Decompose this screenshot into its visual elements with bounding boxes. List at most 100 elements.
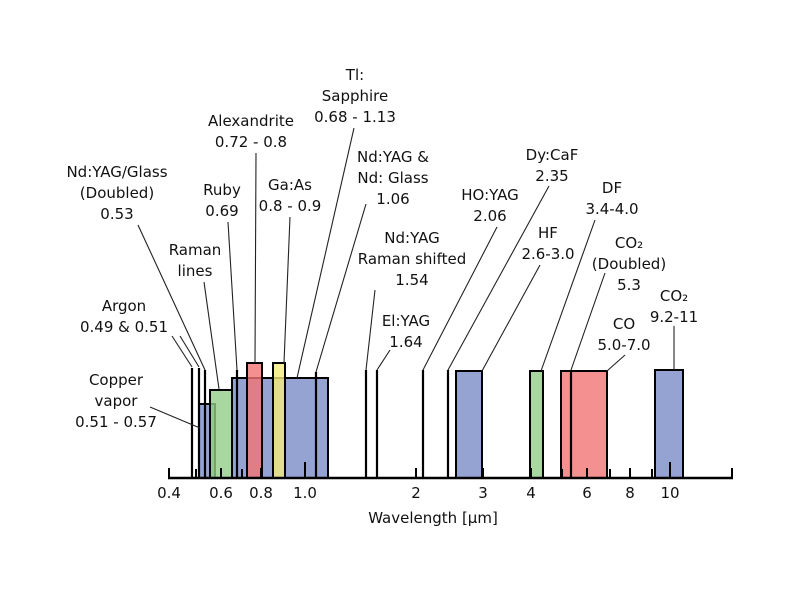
- laser-label-line: HF: [538, 224, 558, 242]
- laser-label: Nd:YAG/Glass (Doubled) 0.53: [66, 163, 167, 223]
- laser-label: Copper vapor 0.51 - 0.57: [75, 371, 157, 431]
- leader-line: [171, 335, 193, 368]
- bars-layer: [198, 362, 684, 479]
- leader-line: [283, 216, 291, 364]
- laser-label-line: Nd: Glass: [357, 169, 428, 187]
- laser-label-line: 0.53: [100, 205, 133, 223]
- laser-label-line: 0.49 & 0.51: [80, 318, 168, 336]
- leader-line: [137, 224, 206, 371]
- leader-line: [296, 127, 355, 379]
- laser-label-line: Dy:CaF: [526, 146, 579, 164]
- laser-label: Nd:YAG Raman shifted 1.54: [358, 229, 467, 289]
- laser-label-line: (Doubled): [592, 255, 666, 273]
- laser-label-line: Ruby: [203, 181, 241, 199]
- laser-label-line: vapor: [95, 392, 139, 410]
- laser-label: CO₂ 9.2-11: [650, 287, 698, 326]
- labels-layer: Copper vapor 0.51 - 0.57 Argon 0.49 & 0.51 Nd…: [66, 66, 698, 431]
- laser-label: Raman lines: [169, 241, 222, 280]
- laser-label-line: 0.8 - 0.9: [259, 197, 322, 215]
- laser-label: HF 2.6-3.0: [521, 224, 574, 263]
- laser-label: HO:YAG 2.06: [461, 186, 519, 225]
- laser-label: Ruby 0.69: [203, 181, 241, 220]
- laser-label-line: Nd:YAG: [384, 229, 439, 247]
- tick-label: 1.0: [293, 484, 317, 502]
- laser-label-line: 1.54: [395, 271, 428, 289]
- laser-label-line: El:YAG: [382, 312, 430, 330]
- lines-layer: [190, 368, 573, 478]
- leader-line: [179, 335, 200, 368]
- tick-label: 10: [660, 484, 679, 502]
- laser-label-line: 2.06: [473, 207, 506, 225]
- laser-label-line: Ga:As: [268, 176, 312, 194]
- laser-label: CO 5.0-7.0: [597, 315, 650, 354]
- laser-label-line: CO: [613, 315, 635, 333]
- laser-label-line: Sapphire: [322, 87, 389, 105]
- laser-label-line: 1.64: [389, 333, 422, 351]
- laser-label-line: 0.68 - 1.13: [314, 108, 396, 126]
- laser-label-line: Nd:YAG &: [357, 148, 429, 166]
- tick-label: 6: [582, 484, 592, 502]
- laser-label: Alexandrite 0.72 - 0.8: [208, 112, 294, 151]
- laser-label-line: CO₂: [615, 234, 643, 252]
- laser-label-line: Alexandrite: [208, 112, 294, 130]
- laser-label-line: 0.72 - 0.8: [215, 133, 287, 151]
- leader-line: [606, 354, 626, 372]
- tick-label: 3: [478, 484, 488, 502]
- leader-line: [315, 203, 367, 373]
- laser-band-bar: [272, 362, 286, 479]
- laser-label-line: HO:YAG: [461, 186, 519, 204]
- leaders-layer: [137, 127, 675, 429]
- leader-line: [540, 219, 596, 372]
- tick-label: 4: [526, 484, 536, 502]
- laser-label: Argon 0.49 & 0.51: [80, 297, 168, 336]
- laser-band-bar: [529, 370, 544, 479]
- leader-line: [365, 289, 376, 371]
- laser-label-line: 1.06: [376, 190, 409, 208]
- laser-label-line: Raman shifted: [358, 250, 467, 268]
- tick-label: 8: [625, 484, 635, 502]
- x-axis: 0.4 0.6 0.8 1.0 2 3 4 6 8 10 Wavelength [µm]: [157, 462, 733, 527]
- laser-label: Nd:YAG & Nd: Glass 1.06: [357, 148, 429, 208]
- laser-label-line: 2.6-3.0: [521, 245, 574, 263]
- laser-label-line: CO₂: [660, 287, 688, 305]
- laser-band-bar: [455, 370, 483, 479]
- laser-band-bar: [209, 389, 233, 479]
- laser-label-line: DF: [602, 179, 622, 197]
- leader-line: [422, 226, 498, 371]
- laser-label: Ga:As 0.8 - 0.9: [259, 176, 322, 215]
- laser-label-line: Tl:: [345, 66, 364, 84]
- laser-label-line: 0.51 - 0.57: [75, 413, 157, 431]
- laser-band-bar: [246, 362, 263, 479]
- laser-label-line: 3.4-4.0: [585, 200, 638, 218]
- leader-line: [481, 264, 541, 372]
- laser-label: El:YAG 1.64: [382, 312, 430, 351]
- laser-label-line: (Doubled): [80, 184, 154, 202]
- leader-line: [203, 281, 220, 390]
- laser-label-line: 9.2-11: [650, 308, 698, 326]
- laser-band-bar: [654, 369, 684, 479]
- laser-label: Tl: Sapphire 0.68 - 1.13: [314, 66, 396, 126]
- leader-line: [376, 349, 391, 371]
- leader-line: [227, 221, 238, 371]
- laser-label-line: Raman: [169, 241, 222, 259]
- laser-label-line: 2.35: [535, 167, 568, 185]
- leader-line: [149, 406, 201, 429]
- leader-line: [570, 272, 606, 371]
- tick-label: 0.6: [209, 484, 233, 502]
- laser-label-line: Copper: [89, 371, 144, 389]
- tick-label: 2: [411, 484, 421, 502]
- laser-label: CO₂ (Doubled) 5.3: [592, 234, 666, 294]
- laser-label-line: Nd:YAG/Glass: [66, 163, 167, 181]
- tick-label: 0.4: [157, 484, 181, 502]
- laser-label-line: 0.69: [205, 202, 238, 220]
- leader-line: [447, 185, 550, 371]
- tick-label: 0.8: [249, 484, 273, 502]
- laser-label-line: Argon: [102, 297, 146, 315]
- laser-label-line: lines: [178, 262, 213, 280]
- laser-label: Dy:CaF 2.35: [526, 146, 579, 185]
- leader-line: [254, 152, 257, 364]
- laser-label-line: 5.0-7.0: [597, 336, 650, 354]
- laser-label-line: 5.3: [617, 276, 641, 294]
- axis-label: Wavelength [µm]: [368, 509, 498, 527]
